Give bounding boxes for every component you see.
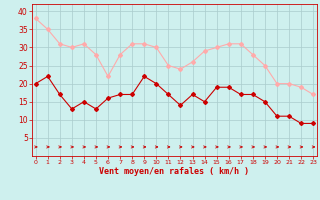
X-axis label: Vent moyen/en rafales ( km/h ): Vent moyen/en rafales ( km/h ) — [100, 167, 249, 176]
